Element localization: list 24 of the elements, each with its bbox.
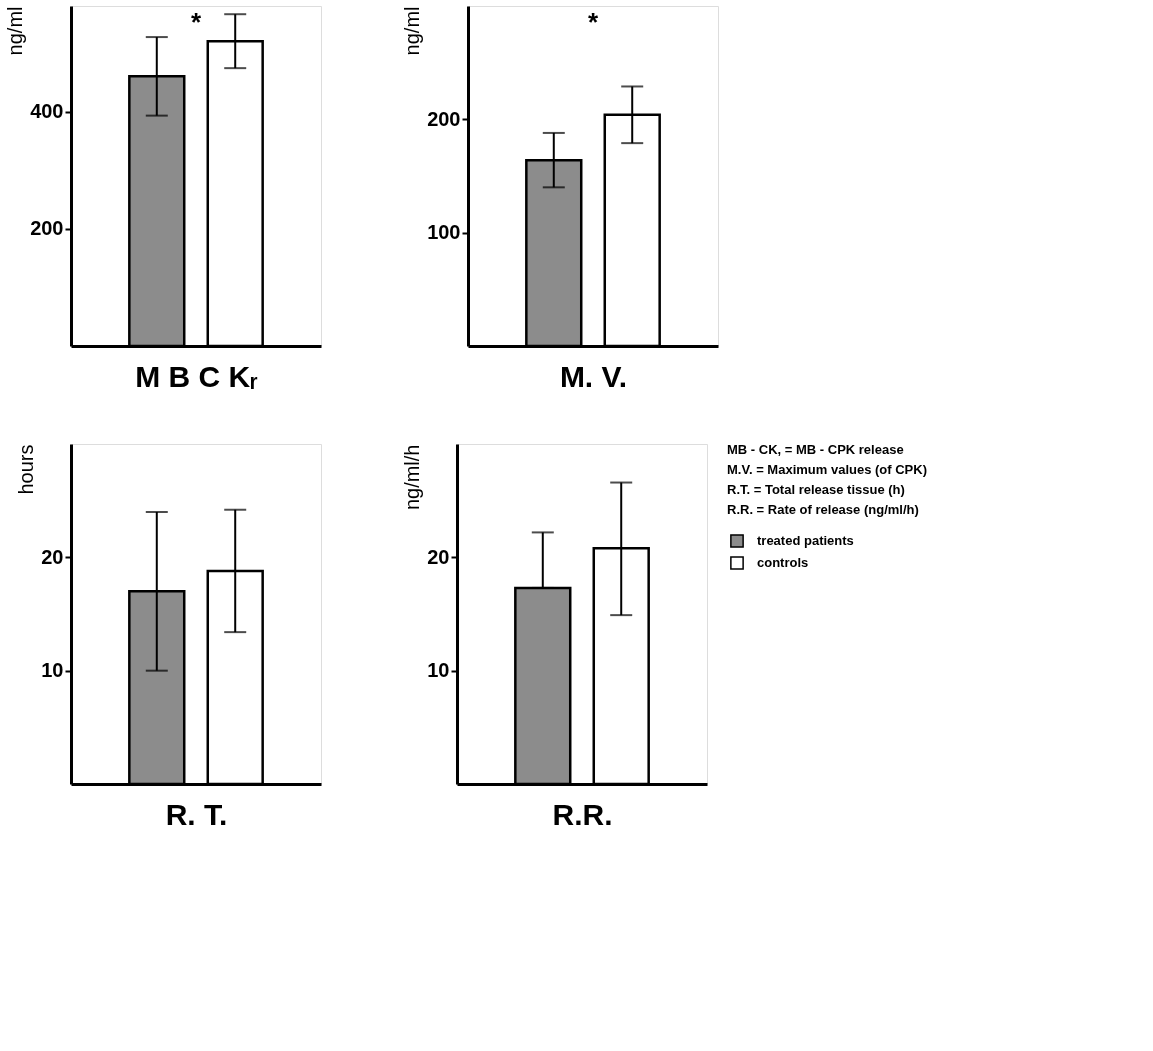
y-axis-title: hours [15,444,38,495]
legend-label: controls [757,555,809,570]
y-axis-title: ng/ml/h [401,444,424,511]
y-tick-label: 200 [30,217,64,240]
x-axis-title: R. T. [165,797,228,831]
x-axis-title: M B C Kᵣ [135,359,258,393]
y-tick-label: 20 [41,545,64,568]
text: M.V. = Maximum values (of CPK) [727,462,927,477]
y-tick-label: 200 [427,107,461,130]
annotation: * [587,7,599,37]
y-axis-title: ng/ml [4,6,27,56]
y-tick-label: 100 [427,221,461,244]
y-tick-label: 20 [427,545,450,568]
x-axis-title: R.R. [552,797,613,831]
y-tick-label: 10 [41,659,64,682]
text: R.T. = Total release tissue (h) [727,482,905,497]
y-axis-title: ng/ml [401,6,424,56]
y-tick-label: 400 [30,100,64,123]
annotation: * [190,7,202,37]
x-axis-title: M. V. [559,359,628,393]
text: MB - CK, = MB - CPK release [727,442,904,457]
legend-label: treated patients [757,533,854,548]
y-tick-label: 10 [427,659,450,682]
text: R.R. = Rate of release (ng/ml/h) [727,502,919,517]
